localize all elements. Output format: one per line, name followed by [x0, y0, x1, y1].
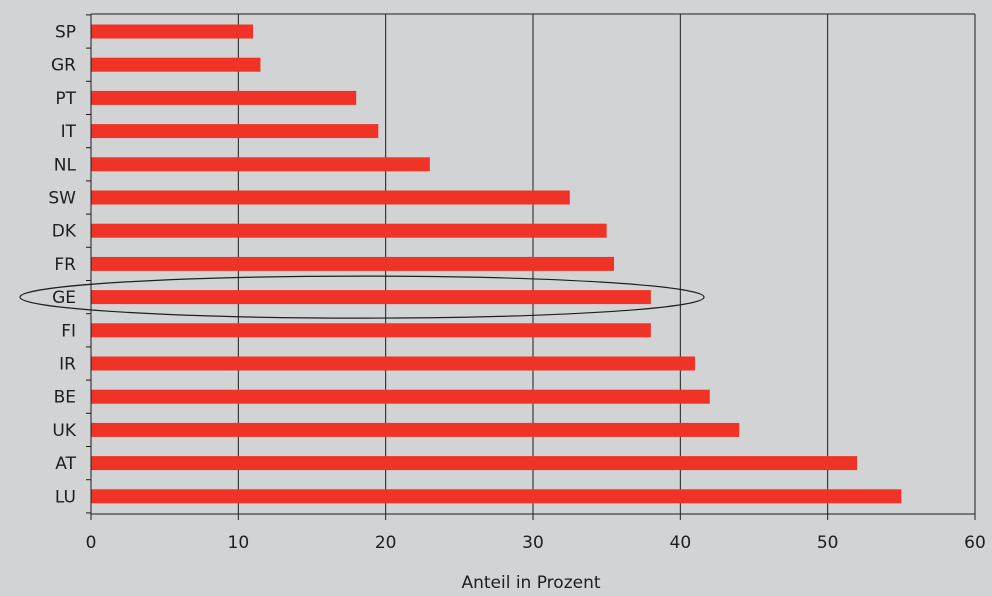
x-tick-label: 30	[522, 533, 544, 553]
bar-be	[91, 389, 710, 404]
bar-pt	[91, 90, 357, 105]
x-tick-label: 50	[817, 533, 839, 553]
category-label-fr: FR	[54, 255, 76, 275]
highlight-ellipse	[19, 275, 705, 319]
x-tick-label: 40	[670, 533, 692, 553]
label-layer: 0 10 20 30 40 50 60 SP GR PT IT NL SW DK FR GE FI IR BE UK A…	[19, 23, 986, 553]
category-label-dk: DK	[52, 222, 77, 242]
x-tick-label: 60	[964, 533, 986, 553]
bar-fr	[91, 256, 615, 271]
category-label-sp: SP	[55, 23, 76, 43]
category-label-ge: GE	[52, 288, 76, 308]
bar-at	[91, 456, 858, 471]
bar-ge	[91, 290, 651, 305]
category-label-gr: GR	[51, 56, 76, 76]
bar-layer	[91, 24, 902, 504]
category-label-be: BE	[54, 388, 76, 408]
category-label-sw: SW	[48, 189, 76, 209]
x-tick-label: 0	[86, 533, 97, 553]
bar-fi	[91, 323, 651, 338]
category-label-pt: PT	[55, 89, 76, 109]
axis-layer	[86, 14, 976, 520]
category-label-fi: FI	[61, 321, 76, 341]
bar-sp	[91, 24, 254, 39]
category-label-ir: IR	[59, 355, 76, 375]
bar-gr	[91, 57, 261, 72]
bar-lu	[91, 489, 902, 504]
x-axis-title: Anteil in Prozent	[461, 573, 600, 593]
x-tick-label: 10	[228, 533, 250, 553]
x-tick-label: 20	[375, 533, 397, 553]
bar-it	[91, 124, 379, 139]
bar-dk	[91, 223, 607, 238]
category-label-lu: LU	[55, 487, 76, 507]
category-label-nl: NL	[54, 155, 77, 175]
category-label-it: IT	[61, 122, 77, 142]
category-label-at: AT	[55, 454, 76, 474]
bar-sw	[91, 190, 570, 205]
bar-uk	[91, 422, 740, 437]
bar-nl	[91, 157, 430, 172]
category-label-uk: UK	[52, 421, 76, 441]
bar-ir	[91, 356, 696, 371]
